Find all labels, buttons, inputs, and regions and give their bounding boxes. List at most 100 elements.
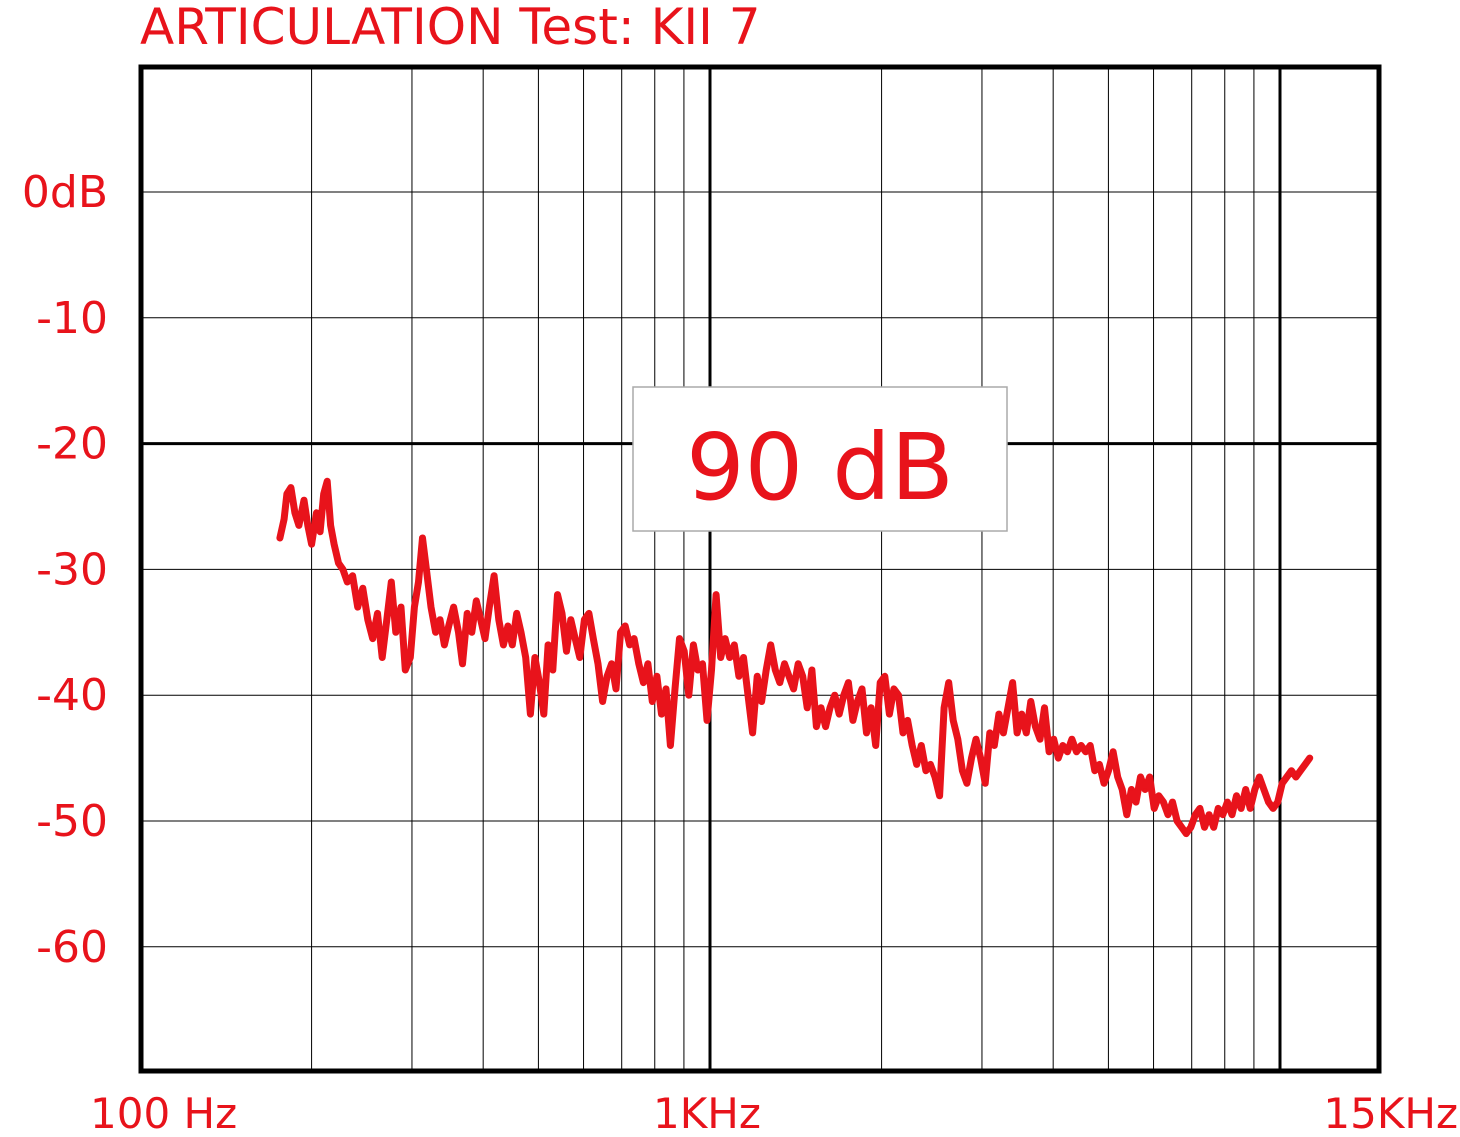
- data-point: [1001, 731, 1005, 735]
- data-point: [487, 605, 491, 609]
- data-point: [1015, 731, 1019, 735]
- data-point: [974, 737, 978, 741]
- data-point: [569, 618, 573, 622]
- data-point: [1088, 744, 1092, 747]
- data-point: [892, 687, 896, 691]
- data-point: [660, 712, 663, 716]
- data-point: [1129, 788, 1133, 791]
- data-point: [1271, 806, 1275, 810]
- data-point: [1248, 806, 1252, 810]
- data-point: [1024, 731, 1028, 735]
- data-point: [1184, 832, 1188, 836]
- data-point: [1152, 806, 1156, 810]
- data-point: [542, 712, 546, 716]
- data-point: [587, 611, 591, 615]
- data-point: [919, 744, 923, 747]
- y-tick-label: -50: [36, 796, 108, 847]
- data-point: [1289, 769, 1293, 773]
- data-point: [1276, 800, 1280, 804]
- data-point: [1157, 794, 1161, 798]
- data-point: [938, 794, 942, 798]
- minor-gridlines: [141, 67, 1379, 1071]
- data-point: [1143, 788, 1147, 791]
- data-point: [901, 731, 905, 735]
- data-point: [1065, 750, 1069, 754]
- data-point: [1102, 781, 1106, 785]
- data-point: [1161, 800, 1165, 804]
- data-point: [951, 718, 955, 722]
- data-point: [801, 674, 805, 678]
- data-point: [860, 687, 864, 691]
- data-point: [325, 479, 329, 483]
- data-point: [389, 580, 393, 584]
- chart-title: ARTICULATION Test: KII 7: [140, 0, 761, 56]
- data-point: [1020, 712, 1024, 716]
- y-tick-label: -10: [36, 293, 108, 344]
- data-point: [408, 656, 412, 659]
- data-point: [345, 580, 349, 584]
- data-point: [837, 712, 841, 716]
- data-point: [641, 681, 645, 685]
- data-point: [1239, 806, 1243, 810]
- data-point: [696, 668, 700, 672]
- data-point: [366, 618, 370, 622]
- data-point: [992, 744, 996, 747]
- data-point: [792, 687, 796, 691]
- data-point: [1180, 825, 1184, 829]
- data-point: [1257, 775, 1261, 779]
- data-point: [1047, 750, 1051, 754]
- data-point: [351, 574, 355, 578]
- data-point: [710, 668, 713, 672]
- data-point: [1052, 737, 1056, 741]
- data-point: [1011, 681, 1015, 685]
- data-point: [318, 530, 322, 534]
- data-point: [842, 693, 846, 697]
- data-point: [278, 536, 282, 540]
- data-point: [814, 725, 818, 729]
- data-point: [687, 693, 691, 697]
- data-point: [650, 700, 654, 703]
- data-point: [796, 662, 800, 666]
- data-point: [979, 756, 983, 760]
- data-point: [556, 593, 559, 597]
- data-point: [341, 567, 345, 571]
- data-point: [601, 700, 605, 703]
- data-point: [773, 668, 777, 672]
- data-point: [302, 498, 306, 502]
- data-points: [278, 479, 1312, 836]
- data-point: [1262, 788, 1266, 791]
- data-point: [646, 662, 650, 666]
- data-point: [528, 712, 532, 716]
- data-point: [737, 674, 741, 678]
- data-point: [1075, 750, 1078, 754]
- data-point: [960, 769, 964, 773]
- data-point: [492, 574, 496, 578]
- data-point: [732, 643, 736, 647]
- data-point: [371, 637, 375, 641]
- data-point: [565, 649, 568, 653]
- data-point: [282, 517, 286, 521]
- y-tick-label: -40: [36, 670, 108, 721]
- data-point: [285, 492, 289, 496]
- data-point: [1308, 756, 1312, 760]
- data-point: [728, 656, 732, 659]
- data-point: [524, 656, 528, 659]
- data-point: [306, 523, 310, 527]
- data-point: [1125, 813, 1129, 817]
- data-point: [655, 674, 659, 678]
- data-point: [1070, 737, 1074, 741]
- data-point: [1029, 700, 1033, 703]
- data-point: [417, 580, 420, 584]
- data-point: [1166, 813, 1170, 817]
- y-tick-label: -60: [36, 922, 108, 973]
- data-point: [705, 718, 709, 722]
- data-point: [1221, 813, 1225, 817]
- data-point: [997, 712, 1001, 716]
- data-point: [322, 492, 326, 496]
- data-point: [1207, 813, 1211, 817]
- data-point: [965, 781, 969, 785]
- annotation-label: 90 dB: [686, 414, 954, 521]
- data-point: [928, 762, 932, 766]
- y-tick-label: -20: [36, 419, 108, 470]
- data-point: [805, 706, 809, 710]
